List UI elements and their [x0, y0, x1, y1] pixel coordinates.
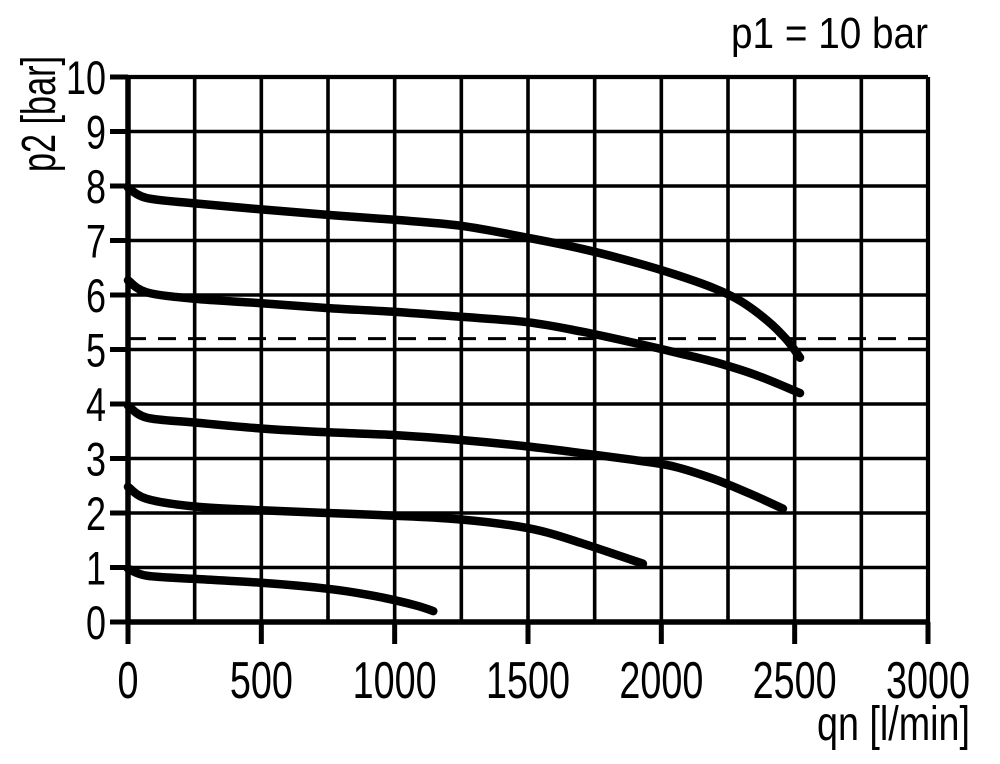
y-tick-label: 0 [86, 596, 106, 649]
y-tick-label: 1 [86, 542, 106, 595]
y-tick-label: 4 [86, 378, 106, 431]
y-tick-label: 10 [66, 51, 106, 104]
y-tick-label: 3 [86, 433, 106, 486]
curve-6-bar [123, 276, 805, 398]
y-tick-label: 2 [86, 487, 106, 540]
curve-8-bar [123, 183, 805, 362]
curves [123, 183, 805, 616]
x-tick-label: 500 [230, 652, 293, 710]
x-tick-label: 1500 [486, 652, 570, 710]
y-tick-label: 5 [86, 324, 106, 377]
curve-4-bar [123, 401, 788, 513]
curve-2p5-bar [123, 482, 648, 568]
y-tick-label: 9 [86, 106, 106, 159]
x-tick-label: 3000 [886, 652, 970, 710]
x-axis-title: qn [l/min] [817, 698, 970, 751]
grid [125, 74, 931, 625]
x-tick-label: 2000 [619, 652, 703, 710]
x-tick-label: 2500 [753, 652, 837, 710]
curve-1-bar [123, 564, 438, 616]
axis-ticks [110, 74, 931, 644]
x-tick-label: 1000 [353, 652, 437, 710]
y-tick-label: 7 [86, 215, 106, 268]
y-tick-label: 6 [86, 269, 106, 322]
y-tick-label: 8 [86, 160, 106, 213]
chart-title: p1 = 10 bar [731, 9, 928, 58]
x-tick-label: 0 [118, 652, 139, 710]
y-axis-title: p2 [bar] [13, 56, 66, 172]
